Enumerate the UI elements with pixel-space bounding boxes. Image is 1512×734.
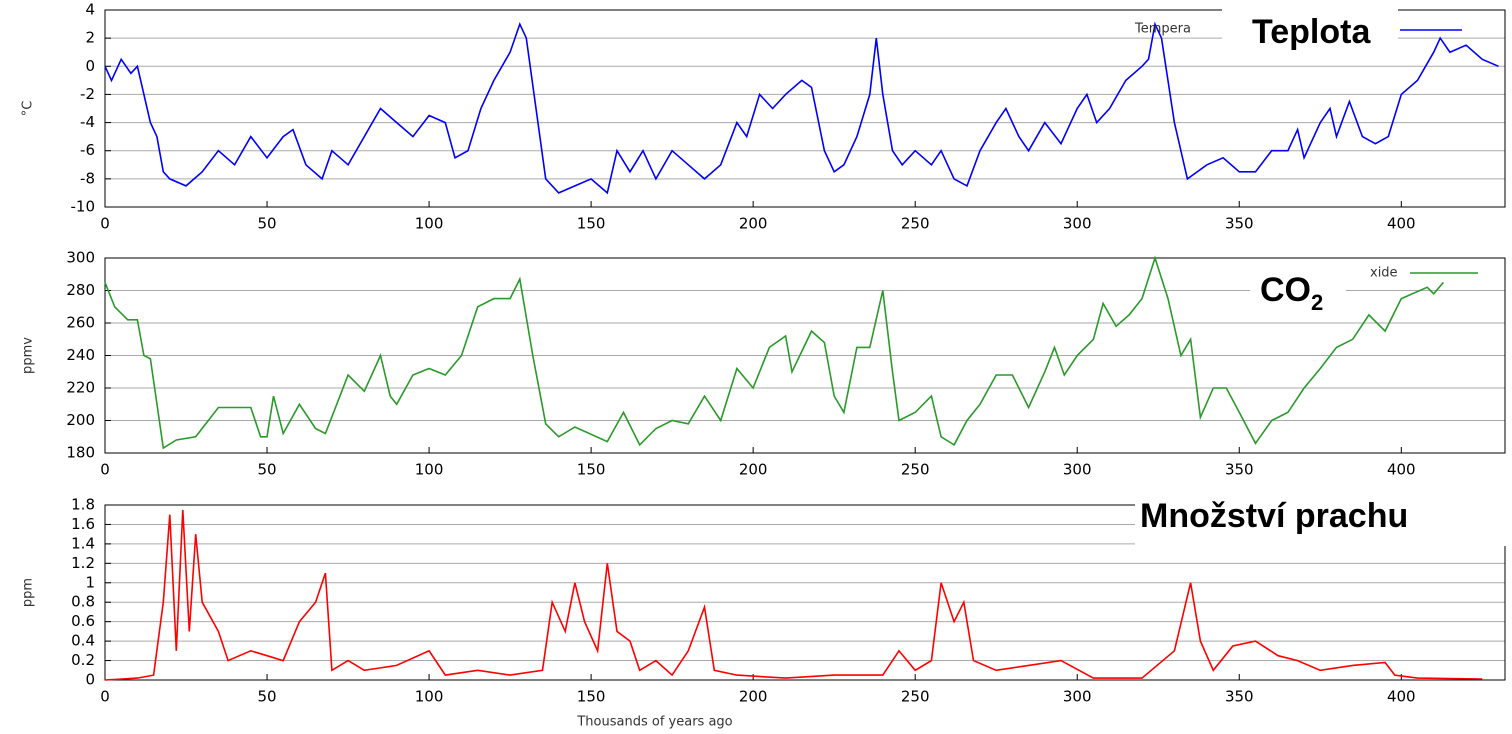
legend-label-sub: 2: [1311, 290, 1323, 315]
y-tick-label: 1.8: [71, 496, 95, 514]
x-tick-label: 0: [100, 461, 110, 479]
legend-box: [1135, 496, 1507, 546]
y-tick-label: 1.6: [71, 515, 95, 533]
y-axis-label: °C: [21, 101, 36, 117]
x-tick-label: 350: [1225, 461, 1254, 479]
y-tick-label: -2: [80, 85, 95, 103]
y-tick-label: 280: [66, 281, 95, 299]
x-tick-label: 350: [1225, 688, 1254, 706]
y-tick-label: -8: [80, 169, 95, 187]
data-line: [104, 255, 1445, 450]
y-tick-label: 2: [85, 29, 95, 47]
legend-label-main: Množství prachu: [1140, 497, 1408, 535]
legend-label: CO2: [1260, 271, 1323, 315]
y-tick-label: 200: [66, 411, 95, 429]
legend-label: Teplota: [1252, 13, 1371, 51]
x-tick-label: 50: [257, 461, 276, 479]
x-tick-label: 150: [577, 688, 606, 706]
legend-label-main: CO: [1260, 271, 1311, 309]
legend-text: xide: [1370, 266, 1398, 281]
plot-frame: [104, 9, 1506, 208]
y-tick-label: 180: [66, 444, 95, 462]
x-tick-label: 100: [415, 461, 444, 479]
x-axis-label: Thousands of years ago: [576, 715, 732, 730]
legend-box: [1222, 8, 1398, 62]
y-tick-label: 0.8: [71, 593, 95, 611]
x-tick-label: 300: [1063, 461, 1092, 479]
y-tick-label: 0.2: [71, 651, 95, 669]
x-tick-label: 0: [100, 688, 110, 706]
x-tick-label: 200: [739, 688, 768, 706]
data-line: [104, 509, 1483, 681]
y-tick-label: -10: [71, 198, 96, 216]
y-tick-label: 260: [66, 314, 95, 332]
x-tick-label: 250: [901, 688, 930, 706]
x-tick-label: 400: [1387, 215, 1416, 233]
x-tick-label: 100: [415, 215, 444, 233]
x-tick-label: 300: [1063, 688, 1092, 706]
data-line: [104, 21, 1499, 195]
x-tick-label: 100: [415, 688, 444, 706]
x-tick-label: 200: [739, 461, 768, 479]
x-tick-label: 350: [1225, 215, 1254, 233]
y-tick-label: 0.4: [71, 632, 95, 650]
legend-label: Množství prachu: [1140, 497, 1408, 535]
legend-label-main: Teplota: [1252, 13, 1371, 51]
x-tick-label: 200: [739, 215, 768, 233]
x-tick-label: 50: [257, 688, 276, 706]
y-tick-label: 300: [66, 249, 95, 267]
x-tick-label: 250: [901, 215, 930, 233]
y-tick-label: -6: [80, 141, 95, 159]
y-tick-label: 1: [85, 573, 95, 591]
x-tick-label: 400: [1387, 461, 1416, 479]
y-tick-label: 220: [66, 379, 95, 397]
plot-frame: [104, 257, 1506, 454]
plot-frame: [104, 504, 1506, 681]
x-tick-label: 300: [1063, 215, 1092, 233]
y-tick-label: 0: [85, 57, 95, 75]
y-tick-label: 4: [85, 1, 95, 19]
y-tick-label: 1.2: [71, 554, 95, 572]
y-tick-label: 1.4: [71, 534, 95, 552]
y-tick-label: -4: [80, 113, 95, 131]
x-tick-label: 150: [577, 215, 606, 233]
x-tick-label: 250: [901, 461, 930, 479]
y-tick-label: 0.6: [71, 612, 95, 630]
x-tick-label: 0: [100, 215, 110, 233]
legend-box: [1250, 262, 1346, 318]
x-tick-label: 400: [1387, 688, 1416, 706]
legend-text: Tempera: [1134, 22, 1191, 37]
y-axis-label: ppmv: [21, 337, 36, 374]
y-axis-label: ppm: [21, 578, 36, 607]
y-tick-label: 0: [85, 671, 95, 689]
x-tick-label: 50: [257, 215, 276, 233]
y-tick-label: 240: [66, 346, 95, 364]
x-tick-label: 150: [577, 461, 606, 479]
